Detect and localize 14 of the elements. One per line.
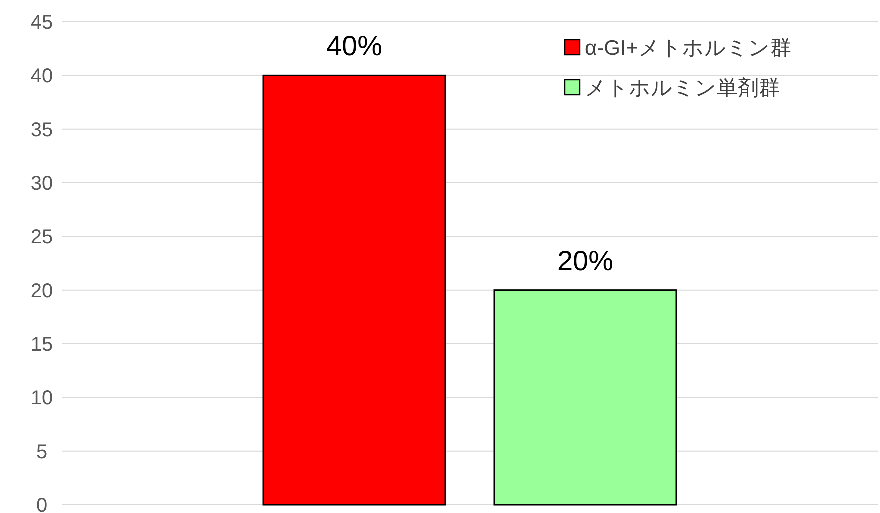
y-tick-label: 45: [30, 12, 54, 34]
y-tick-label: 30: [30, 173, 54, 195]
y-tick-label: 5: [36, 441, 48, 464]
y-tick-label: 40: [30, 66, 54, 88]
legend-label: メトホルミン単剤群: [585, 77, 780, 100]
y-tick-label: 20: [30, 280, 54, 302]
y-tick-label: 10: [30, 388, 54, 410]
legend-label: α-GI+メトホルミン群: [585, 37, 792, 60]
y-tick-label: 0: [36, 495, 48, 513]
data-label: 40%: [326, 30, 383, 62]
y-tick-label: 35: [30, 119, 54, 142]
data-label: 20%: [557, 245, 614, 276]
y-tick-label: 25: [30, 226, 54, 249]
y-tick-label: 15: [30, 334, 54, 356]
